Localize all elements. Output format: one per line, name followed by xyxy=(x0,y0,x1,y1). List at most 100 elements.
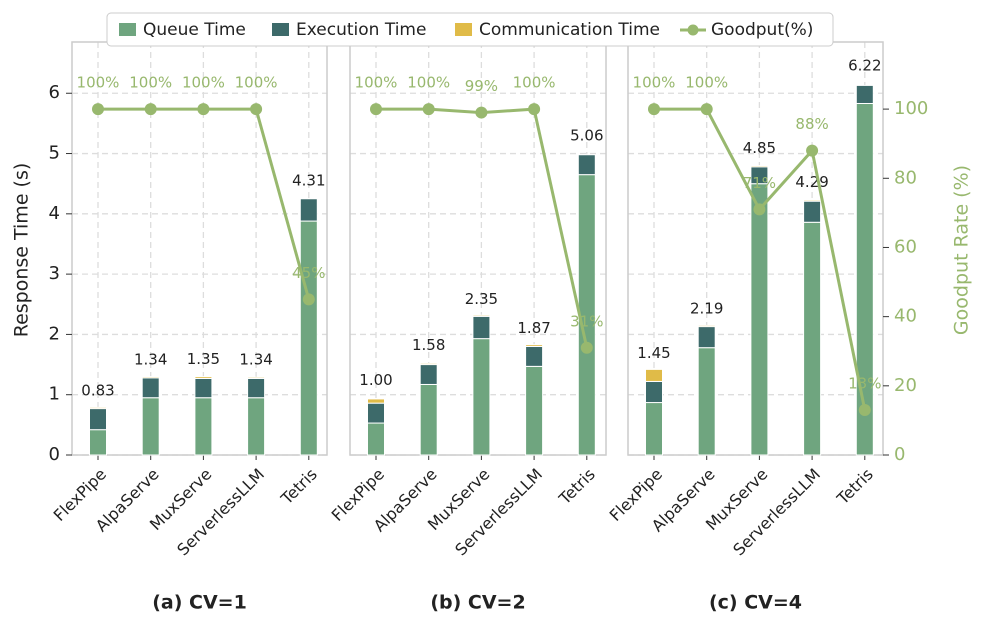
bar-segment xyxy=(855,84,874,104)
y-tick-label: 5 xyxy=(49,143,60,164)
bar-segment xyxy=(750,183,769,456)
bar-segment xyxy=(89,408,107,431)
goodput-label: 99% xyxy=(465,77,498,95)
total-label: 1.00 xyxy=(359,371,392,389)
bar-segment xyxy=(645,380,663,404)
bar-segment xyxy=(472,338,491,456)
bar-segment xyxy=(247,377,266,399)
y2-tick-label: 0 xyxy=(894,444,905,465)
goodput-label: 13% xyxy=(848,375,881,393)
goodput-label: 31% xyxy=(570,312,603,330)
goodput-marker xyxy=(197,103,210,116)
total-label: 4.31 xyxy=(292,172,325,190)
total-label: 1.34 xyxy=(239,351,272,369)
bar-segment xyxy=(803,221,822,456)
legend-label: Execution Time xyxy=(296,20,426,40)
panel-title: (a) CV=1 xyxy=(152,592,247,614)
goodput-label: 71% xyxy=(743,174,776,192)
bar-segment xyxy=(141,397,160,456)
bar-segment xyxy=(525,345,544,367)
legend-swatch xyxy=(272,23,289,36)
bar-segment xyxy=(247,376,266,379)
bar-segment xyxy=(525,365,544,456)
bar-segment xyxy=(855,102,874,456)
bar-segment xyxy=(577,154,596,176)
bar-segment xyxy=(419,364,438,385)
goodput-marker xyxy=(806,144,819,157)
panel-title: (c) CV=4 xyxy=(709,592,802,614)
bar-segment xyxy=(472,315,491,340)
bar-segment xyxy=(141,377,160,399)
y2-tick-label: 100 xyxy=(894,98,928,119)
bar-segment xyxy=(367,422,385,456)
bar-segment xyxy=(89,429,107,456)
total-label: 1.87 xyxy=(517,319,550,337)
goodput-marker xyxy=(144,103,157,116)
goodput-marker xyxy=(753,203,766,216)
y-tick-label: 1 xyxy=(49,384,60,405)
total-label: 5.06 xyxy=(570,126,603,144)
y2-tick-label: 80 xyxy=(894,167,917,188)
bar-segment xyxy=(194,377,213,399)
legend-label: Queue Time xyxy=(143,20,246,40)
bar-segment xyxy=(803,199,822,202)
total-label: 1.45 xyxy=(637,344,670,362)
bar-segment xyxy=(645,402,663,456)
total-label: 1.58 xyxy=(412,336,445,354)
goodput-label: 100% xyxy=(685,74,728,92)
bar-segment xyxy=(419,383,438,456)
bar-segment xyxy=(194,376,213,379)
goodput-label: 100% xyxy=(235,74,278,92)
goodput-label: 45% xyxy=(292,264,325,282)
bar-segment xyxy=(525,344,544,347)
bar-segment xyxy=(472,314,491,317)
goodput-marker xyxy=(528,103,541,116)
y-axis-label: Response Time (s) xyxy=(11,163,33,338)
y2-tick-label: 60 xyxy=(894,236,917,257)
bar-segment xyxy=(247,397,266,456)
x-tick-label: Tetris xyxy=(833,465,877,509)
y2-axis-label: Goodput Rate (%) xyxy=(951,165,973,335)
bar-segment xyxy=(141,376,160,379)
bar-segment xyxy=(697,324,716,328)
goodput-marker xyxy=(302,293,315,306)
legend-swatch xyxy=(119,23,136,36)
legend-marker xyxy=(687,24,699,36)
bar-segment xyxy=(697,347,716,456)
goodput-marker xyxy=(858,404,871,417)
goodput-label: 100% xyxy=(355,74,398,92)
goodput-marker xyxy=(370,103,382,116)
total-label: 0.83 xyxy=(81,381,114,399)
y-tick-label: 6 xyxy=(49,82,60,103)
bar-segment xyxy=(750,165,769,168)
total-label: 4.29 xyxy=(795,173,828,191)
goodput-label: 100% xyxy=(513,74,556,92)
x-tick-label: Tetris xyxy=(555,465,599,509)
goodput-marker xyxy=(580,341,593,354)
goodput-label: 100% xyxy=(633,74,676,92)
total-label: 2.35 xyxy=(465,290,498,308)
y-tick-label: 3 xyxy=(49,263,60,284)
bar-segment xyxy=(299,198,318,222)
goodput-marker xyxy=(250,103,263,116)
bar-segment xyxy=(803,200,822,223)
bar-segment xyxy=(299,220,318,456)
total-label: 4.85 xyxy=(743,139,776,157)
goodput-marker xyxy=(92,103,104,116)
bar-segment xyxy=(645,368,663,382)
y-tick-label: 0 xyxy=(49,444,60,465)
x-tick-label: Tetris xyxy=(277,465,321,509)
bar-segment xyxy=(89,406,107,410)
legend-swatch xyxy=(455,23,472,36)
bar-segment xyxy=(697,326,716,349)
legend-label: Goodput(%) xyxy=(711,20,813,40)
total-label: 2.19 xyxy=(690,299,723,317)
goodput-marker xyxy=(648,103,660,116)
bar-segment xyxy=(194,397,213,456)
y2-tick-label: 40 xyxy=(894,306,917,327)
total-label: 1.34 xyxy=(134,351,167,369)
y-tick-label: 2 xyxy=(49,323,60,344)
panel-title: (b) CV=2 xyxy=(430,592,525,614)
